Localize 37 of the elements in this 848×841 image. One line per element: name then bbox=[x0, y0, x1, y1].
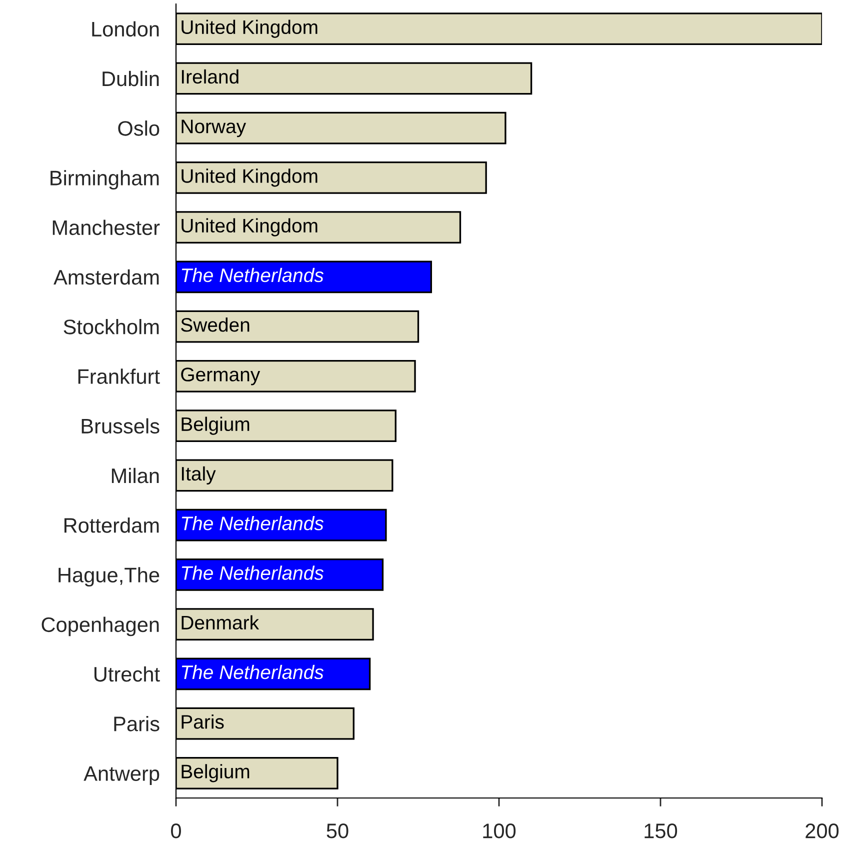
x-tick-label: 150 bbox=[644, 824, 678, 838]
data-label: Denmark bbox=[182, 615, 260, 630]
data-label: The Netherlands bbox=[182, 664, 324, 680]
data-label: Paris bbox=[182, 714, 224, 729]
y-tick-label: Oslo bbox=[118, 120, 160, 136]
y-tick-label: Hague,The bbox=[58, 567, 160, 587]
x-tick-label: 100 bbox=[483, 824, 516, 838]
y-tick-label: Brussels bbox=[82, 418, 160, 434]
data-label: Germany bbox=[181, 368, 260, 386]
y-tick-label: Copenhagen bbox=[42, 616, 159, 636]
y-tick-label: Milan bbox=[112, 468, 159, 484]
y-tick-label: Frankfurt bbox=[78, 368, 160, 384]
data-label: The Netherlands bbox=[182, 516, 324, 530]
y-tick-label: Rotterdam bbox=[64, 518, 159, 533]
x-tick-label: 200 bbox=[806, 824, 839, 838]
y-tick-label: Amsterdam bbox=[54, 269, 159, 285]
data-label: The Netherlands bbox=[182, 268, 324, 282]
data-label: Ireland bbox=[182, 69, 238, 84]
data-label: United Kingdom bbox=[182, 168, 318, 187]
data-label: Belgium bbox=[182, 764, 250, 782]
data-label: Norway bbox=[182, 120, 246, 138]
data-label: United Kingdom bbox=[182, 20, 318, 38]
x-tick-label: 50 bbox=[326, 824, 348, 838]
y-tick-label: London bbox=[92, 21, 159, 37]
x-tick-label: 0 bbox=[171, 824, 181, 838]
y-tick-label: Paris bbox=[114, 716, 160, 732]
y-tick-label: Utrecht bbox=[94, 666, 160, 682]
y-tick-label: Dublin bbox=[102, 70, 159, 86]
data-label: United Kingdom bbox=[182, 218, 318, 236]
data-label: Sweden bbox=[181, 318, 250, 332]
data-label: The Netherlands bbox=[182, 566, 324, 580]
data-label: Belgium bbox=[182, 416, 250, 435]
data-label: Italy bbox=[182, 466, 216, 484]
y-tick-label: Manchester bbox=[52, 220, 160, 236]
y-tick-label: Birmingham bbox=[50, 170, 159, 190]
y-tick-label: Antwerp bbox=[84, 766, 160, 786]
y-tick-label: Stockholm bbox=[64, 319, 159, 334]
